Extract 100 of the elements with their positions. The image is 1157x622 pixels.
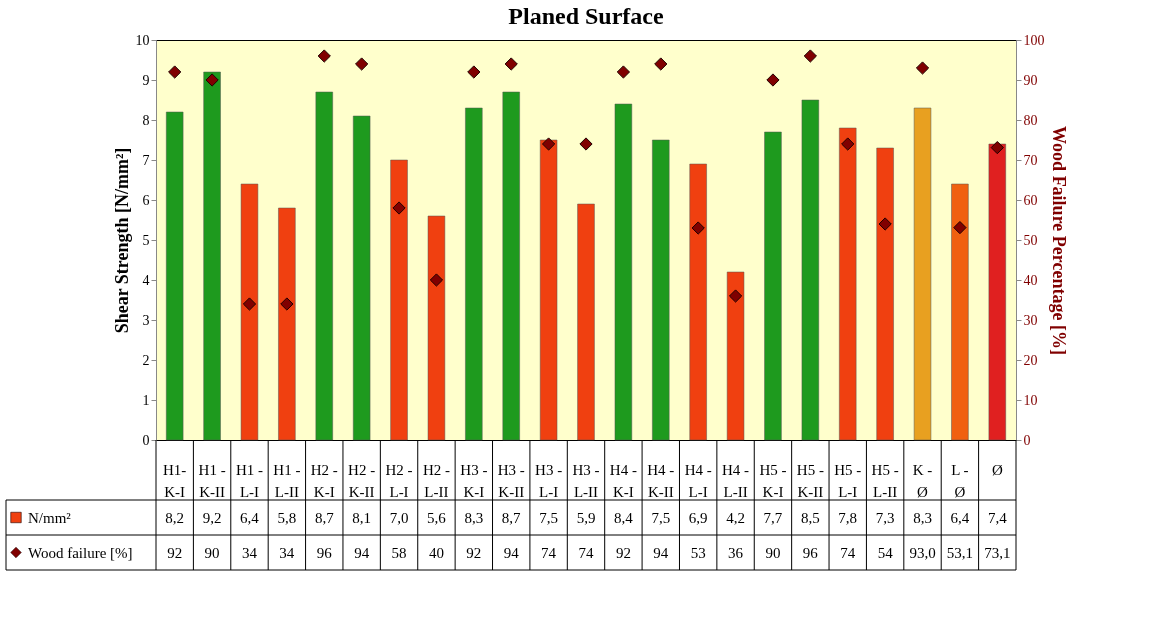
data-label: 92 [466, 544, 482, 561]
bar [278, 207, 296, 441]
bar [876, 147, 894, 441]
x-tick-label: H2 - L-I [385, 462, 413, 500]
data-label: 7,8 [838, 509, 858, 526]
bar [913, 107, 932, 441]
point [429, 273, 444, 287]
bar [315, 91, 333, 441]
bar [427, 215, 446, 441]
x-tick-label: L - Ø [951, 462, 969, 500]
bar [801, 99, 820, 441]
data-label: 74 [840, 544, 856, 561]
legend-label: N/mm² [28, 509, 72, 526]
x-tick-label: H2 - K-I [310, 462, 338, 500]
y-tick-label: 4 [142, 272, 150, 288]
point [728, 289, 743, 303]
data-label: 74 [541, 544, 557, 561]
x-tick-label: H3 - K-I [460, 462, 488, 500]
x-tick-label: H1 - K-II [198, 462, 226, 500]
data-label: 9,2 [202, 509, 222, 526]
x-tick-label: H5 - L-I [834, 462, 862, 500]
point [355, 57, 369, 71]
point [317, 49, 331, 63]
point [280, 297, 294, 311]
data-label: 34 [279, 544, 295, 561]
data-label: 7,3 [875, 509, 895, 526]
data-label: 6,4 [240, 509, 260, 526]
y2-tick-label: 20 [1023, 352, 1038, 368]
y-tick-label: 2 [142, 352, 150, 368]
x-tick-label: H1 - L-II [273, 462, 301, 500]
y2-tick-label: 40 [1023, 272, 1038, 288]
point [915, 61, 930, 75]
data-label: 7,0 [389, 509, 409, 526]
x-tick-label: H1- K-I [163, 462, 187, 500]
bar [726, 271, 745, 441]
data-label: 90 [204, 544, 220, 561]
bar [951, 183, 969, 441]
x-tick-label: K - Ø [912, 462, 933, 500]
x-tick-label: H5 - K-II [796, 462, 824, 500]
data-label: 5,9 [576, 509, 596, 526]
y-tick-label: 9 [142, 72, 150, 88]
point [990, 140, 1004, 155]
data-label: 8,1 [352, 509, 372, 526]
point [953, 220, 967, 235]
bar [988, 143, 1006, 441]
chart-title: Planed Surface [508, 3, 664, 29]
bar [502, 91, 520, 441]
y-tick-label: 5 [142, 232, 150, 248]
bar [390, 159, 408, 441]
data-label: 8,7 [501, 509, 522, 526]
bar [539, 139, 558, 441]
data-label: 8,7 [314, 509, 335, 526]
data-label: 6,9 [688, 509, 708, 526]
y2-tick-label: 60 [1023, 192, 1038, 208]
data-label: 8,3 [913, 509, 932, 526]
bar [352, 115, 371, 441]
bar [240, 183, 259, 441]
data-label: 8,5 [800, 509, 820, 526]
point [541, 137, 556, 151]
x-tick-label: H5 - L-II [871, 462, 899, 500]
point [654, 57, 668, 71]
x-tick-label: Ø [991, 462, 1003, 478]
data-label: 5,6 [427, 509, 447, 526]
x-tick-label: H4 - K-II [647, 462, 675, 500]
data-label: 94 [503, 544, 520, 561]
data-label: 94 [653, 544, 669, 561]
bar [652, 139, 670, 441]
legend-label: Wood failure [%] [28, 544, 133, 561]
point [841, 137, 855, 151]
data-label: 40 [428, 544, 444, 561]
bar [614, 103, 633, 441]
point [205, 73, 219, 87]
y2-tick-label: 80 [1023, 112, 1038, 128]
data-label: 53 [690, 544, 706, 561]
point [691, 221, 705, 235]
y2-tick-label: 10 [1023, 392, 1038, 408]
x-tick-label: H2 - K-II [348, 462, 376, 500]
data-label: 96 [316, 544, 333, 561]
bar [203, 71, 221, 441]
data-label: 8,3 [464, 509, 484, 526]
y-tick-label: 6 [142, 192, 150, 208]
x-tick-label: H4 - L-II [722, 462, 750, 500]
data-label: 73,1 [984, 544, 1011, 561]
data-label: 58 [391, 544, 407, 561]
point [504, 57, 518, 71]
point [803, 49, 817, 63]
data-label: 93,0 [909, 544, 936, 561]
y2-tick-label: 0 [1023, 432, 1031, 448]
x-tick-label: H3 - L-II [572, 462, 600, 500]
y-tick-label: 8 [142, 112, 150, 128]
x-tick-label: H4 - L-I [684, 462, 712, 500]
point [467, 65, 481, 79]
data-label: 92 [615, 544, 631, 561]
data-label: 74 [578, 544, 594, 561]
y2-tick-label: 50 [1023, 232, 1038, 248]
data-label: 7,4 [987, 509, 1008, 526]
data-label: 7,5 [539, 509, 558, 526]
y-axis-title: Shear Strength [N/mm²] [111, 147, 132, 334]
y-tick-label: 7 [142, 152, 150, 168]
y2-axis-title: Wood Failure Percentage [%] [1048, 126, 1069, 355]
